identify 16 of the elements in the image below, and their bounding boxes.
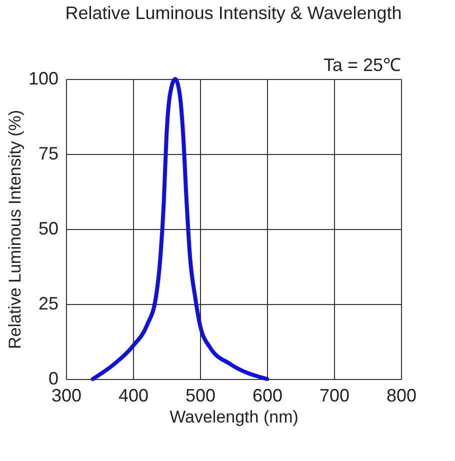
x-tick-label: 800 <box>386 386 417 406</box>
y-tick-label: 50 <box>38 218 58 238</box>
x-tick-label: 500 <box>185 386 216 406</box>
chart-title: Relative Luminous Intensity & Wavelength <box>65 3 402 23</box>
y-axis-title: Relative Luminous Intensity (%) <box>5 110 24 350</box>
text: Ta = 25℃ <box>323 55 401 75</box>
x-tick-label: 600 <box>252 386 283 406</box>
y-tick-label: 25 <box>38 294 58 314</box>
y-tick-label: 75 <box>38 144 58 164</box>
y-tick-label: 0 <box>48 368 58 388</box>
x-axis-title: Wavelength (nm) <box>170 408 298 426</box>
y-tick-label: 100 <box>28 68 58 88</box>
line-series <box>90 77 269 381</box>
x-tick-label: 400 <box>118 386 149 406</box>
x-tick-label: 300 <box>51 386 82 406</box>
x-tick-label: 700 <box>319 386 350 406</box>
